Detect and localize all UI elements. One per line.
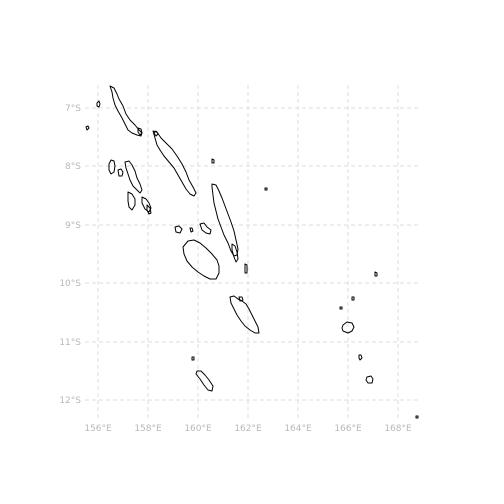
island-islet-isabel-east bbox=[211, 158, 215, 164]
island-rennell bbox=[195, 370, 214, 392]
island-choiseul-tip bbox=[137, 127, 143, 136]
x-tick-labels: 156°E 158°E 160°E 162°E 164°E 166°E 168°… bbox=[84, 424, 412, 434]
island-guadalcanal bbox=[182, 239, 220, 280]
island-islet-se-corner bbox=[415, 415, 419, 419]
island-vangunu bbox=[146, 204, 152, 215]
y-tick-label-8: 8°S bbox=[65, 162, 81, 172]
island-new-georgia bbox=[124, 160, 143, 194]
coastlines bbox=[85, 85, 419, 419]
y-tick-labels: 7°S 8°S 9°S 10°S 11°S 12°S bbox=[59, 104, 81, 406]
island-islet-duff bbox=[374, 271, 378, 277]
island-kolombangara bbox=[117, 168, 124, 177]
island-vella-lavella bbox=[108, 159, 116, 175]
graticule bbox=[85, 85, 418, 418]
island-utupua bbox=[358, 354, 363, 361]
island-nendo bbox=[341, 321, 355, 334]
island-bellona bbox=[191, 356, 195, 361]
x-tick-label-160: 160°E bbox=[184, 424, 212, 434]
island-makira bbox=[229, 295, 260, 334]
island-islet-temotu-2 bbox=[351, 296, 355, 301]
island-isabel-tip bbox=[153, 130, 159, 137]
island-rendova bbox=[127, 191, 136, 211]
island-maramasike bbox=[231, 243, 239, 263]
y-tick-label-7: 7°S bbox=[65, 104, 81, 114]
y-tick-label-12: 12°S bbox=[59, 396, 81, 406]
island-florida bbox=[199, 222, 212, 235]
x-tick-label-162: 162°E bbox=[234, 424, 262, 434]
x-tick-label-158: 158°E bbox=[134, 424, 162, 434]
y-tick-label-10: 10°S bbox=[59, 279, 81, 289]
island-santa-isabel bbox=[152, 130, 197, 197]
x-tick-label-168: 168°E bbox=[384, 424, 412, 434]
island-choiseul bbox=[109, 85, 143, 137]
island-russell bbox=[174, 225, 183, 234]
y-tick-label-9: 9°S bbox=[65, 221, 81, 231]
island-florida-small bbox=[189, 227, 194, 233]
y-tick-label-11: 11°S bbox=[59, 338, 81, 348]
x-tick-label-156: 156°E bbox=[84, 424, 112, 434]
island-islet-nw bbox=[85, 125, 90, 131]
island-islet-malaita-south bbox=[244, 263, 248, 274]
island-shortland bbox=[96, 100, 101, 108]
island-vanikoro bbox=[365, 375, 374, 384]
island-ugi bbox=[238, 296, 244, 302]
x-tick-label-164: 164°E bbox=[284, 424, 312, 434]
island-islet-temotu-1 bbox=[339, 306, 343, 310]
island-islet-east bbox=[264, 187, 268, 191]
x-tick-label-166: 166°E bbox=[334, 424, 362, 434]
island-malaita bbox=[211, 183, 239, 257]
